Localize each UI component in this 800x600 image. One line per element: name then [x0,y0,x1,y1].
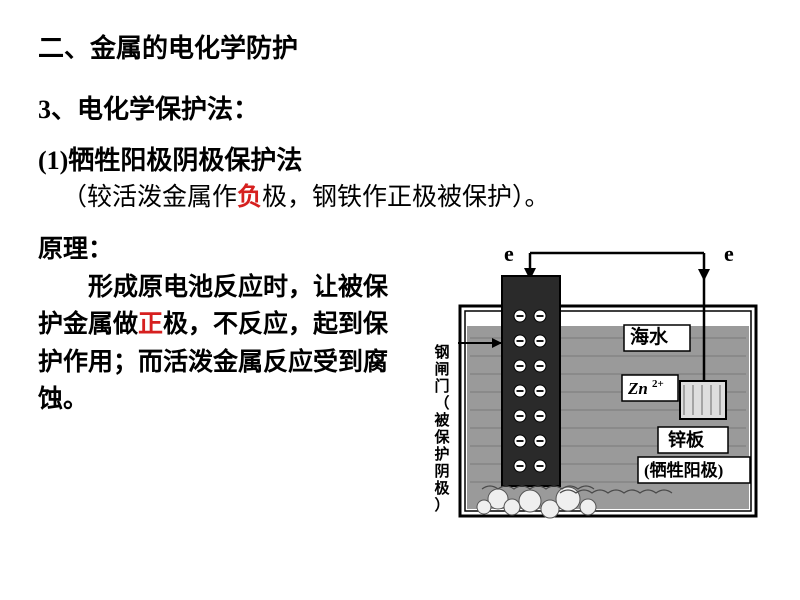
note-red: 负 [237,184,262,211]
note-post: 极，钢铁作正极被保护）。 [262,184,550,211]
principle-red: 正 [138,311,163,338]
note-pre: （较活泼金属作 [62,184,237,211]
sub-heading: 3、电化学保护法： [38,89,762,126]
svg-text:Zn: Zn [627,379,648,398]
svg-text:（: （ [434,394,449,412]
svg-text:锌板: 锌板 [668,429,705,450]
principle-body: 形成原电池反应时，让被保护金属做正极，不反应，起到保护作用；而活泼金属反应受到腐… [38,269,402,419]
svg-text:(牺牲阳极): (牺牲阳极) [644,460,723,480]
svg-text:护: 护 [434,445,449,463]
principle-label: 原理： [38,231,402,269]
svg-text:海水: 海水 [630,325,669,348]
svg-text:闸: 闸 [434,360,449,378]
svg-text:）: ） [434,496,449,514]
svg-text:e: e [724,241,734,266]
svg-text:2+: 2+ [652,378,664,390]
svg-text:钢: 钢 [434,343,449,361]
svg-text:极: 极 [434,479,450,497]
svg-text:阴: 阴 [434,463,449,480]
diagram: e e 钢闸门（被保护阴极） 海水 Zn 2+ 锌板 (牺牲阳极) [412,231,762,531]
diagram-svg: e e 钢闸门（被保护阴极） 海水 Zn 2+ 锌板 (牺牲阳极) [412,231,762,531]
svg-text:被: 被 [434,411,450,429]
method-title: (1)牺牲阳极阴极保护法 [38,140,762,177]
method-note: （较活泼金属作负极，钢铁作正极被保护）。 [62,177,762,213]
svg-text:门: 门 [434,377,449,395]
section-heading: 二、金属的电化学防护 [38,28,762,65]
svg-text:保: 保 [433,428,450,446]
svg-text:e: e [504,241,514,266]
principle-block: 原理： 形成原电池反应时，让被保护金属做正极，不反应，起到保护作用；而活泼金属反… [38,231,402,531]
